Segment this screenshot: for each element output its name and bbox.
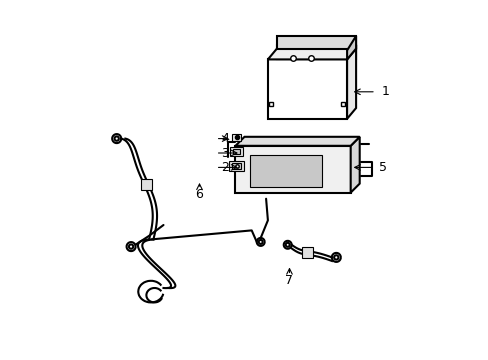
Text: 1: 1 [381,85,388,98]
Bar [231,163,241,169]
Bar [228,161,244,171]
Polygon shape [346,45,355,119]
Polygon shape [235,146,350,193]
Bar [141,179,151,190]
Polygon shape [267,49,355,59]
Bar [232,134,241,141]
Polygon shape [249,155,321,187]
Polygon shape [235,137,359,146]
Text: 2: 2 [221,161,228,174]
Bar [230,147,243,156]
Polygon shape [346,36,355,59]
Polygon shape [350,137,359,193]
Text: 7: 7 [285,274,293,287]
Bar [301,247,312,258]
Text: 6: 6 [195,188,203,201]
Text: 4: 4 [221,132,228,145]
Bar [232,149,240,154]
Polygon shape [276,45,355,59]
Polygon shape [276,36,355,49]
Text: 3: 3 [221,147,228,159]
Text: 5: 5 [379,161,386,174]
